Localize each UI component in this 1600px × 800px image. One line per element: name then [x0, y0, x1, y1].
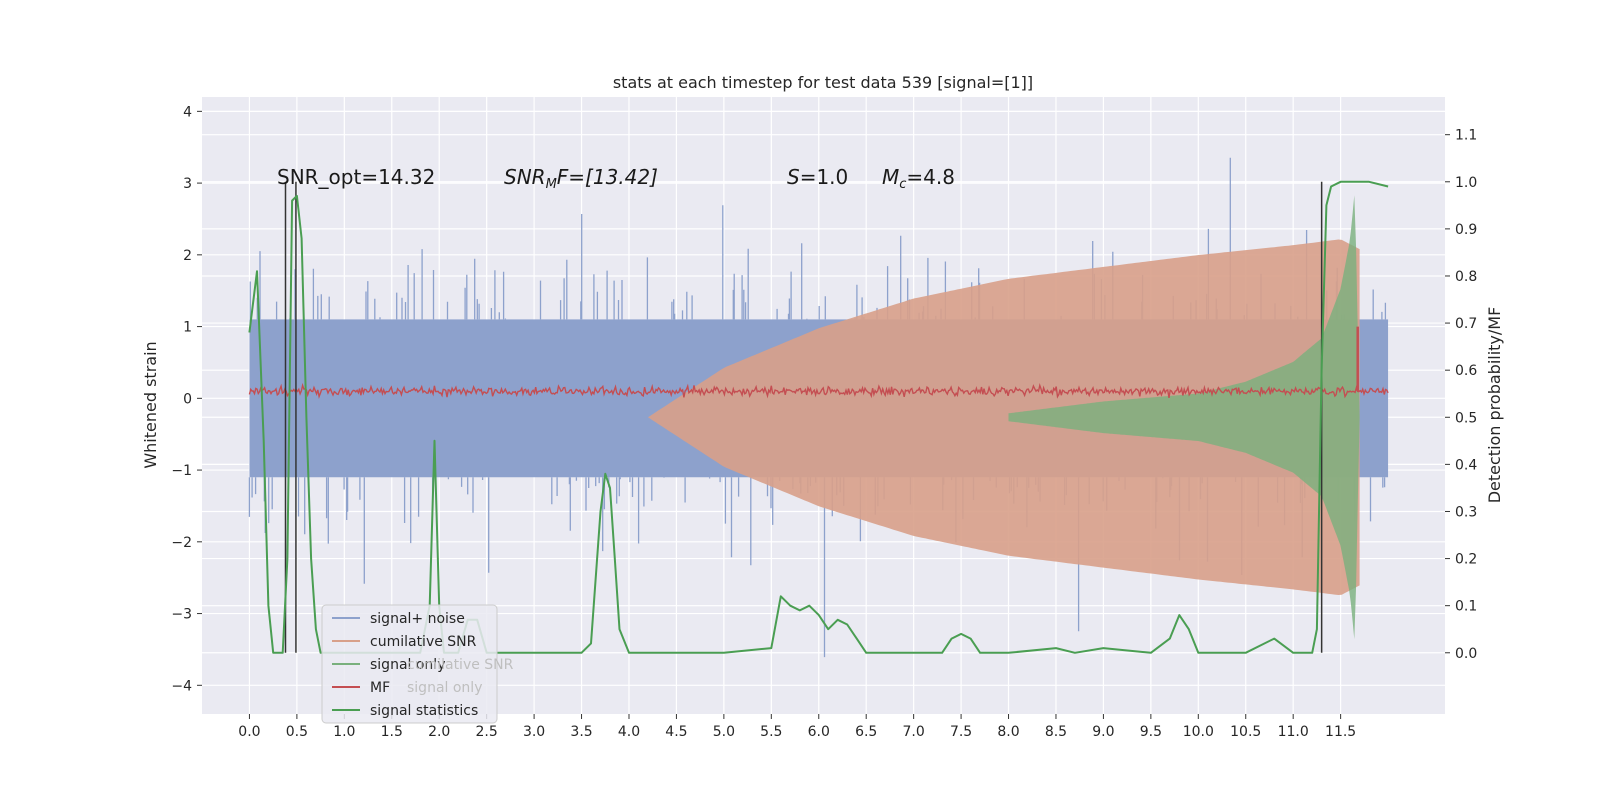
y-right-tick-label: 1.0 [1455, 175, 1477, 191]
x-tick-label: 7.0 [903, 724, 925, 740]
x-tick-label: 5.0 [713, 724, 735, 740]
annotation-s: S=1.0 [787, 165, 848, 189]
x-tick-label: 0.0 [238, 724, 260, 740]
x-tick-label: 10.5 [1230, 724, 1261, 740]
annotations: SNR_opt=14.32 SNRMF=[13.42] S=1.0 Mc=4.8 [277, 165, 955, 192]
x-tick-label: 9.5 [1140, 724, 1162, 740]
annotation-snr-mf: SNRMF=[13.42] [504, 165, 658, 192]
y-left-tick-label: 3 [183, 176, 192, 192]
signal-only-series [1008, 195, 1360, 640]
y-left-axis-ticks: 4 3 2 1 0 −1 −2 −3 −4 [171, 104, 202, 694]
y-right-tick-label: 0.2 [1455, 552, 1477, 568]
y-right-tick-label: 0.7 [1455, 316, 1477, 332]
y-right-axis-label: Detection probability/MF [1485, 307, 1504, 504]
annotation-snr-opt: SNR_opt=14.32 [277, 165, 435, 189]
x-axis-ticks: 0.0 0.5 1.0 1.5 2.0 2.5 3.0 3.5 4.0 4.5 5.0 5.5 6.0 6… [238, 714, 1356, 740]
y-right-tick-label: 0.8 [1455, 269, 1477, 285]
y-right-tick-label: 0.5 [1455, 410, 1477, 426]
legend-ghost-label: cumilative SNR [407, 657, 514, 673]
x-tick-label: 4.0 [618, 724, 640, 740]
y-left-tick-label: −3 [171, 607, 192, 623]
legend-box [321, 604, 498, 724]
y-left-tick-label: −4 [171, 678, 192, 694]
x-tick-label: 8.0 [997, 724, 1019, 740]
y-left-axis-label: Whitened strain [141, 341, 160, 468]
legend-label: signal statistics [370, 703, 478, 719]
x-tick-label: 3.5 [570, 724, 592, 740]
cumulative-snr-series [648, 239, 1360, 595]
y-right-tick-label: 0.3 [1455, 504, 1477, 520]
y-right-tick-label: 0.1 [1455, 599, 1477, 615]
y-left-tick-label: 1 [183, 320, 192, 336]
annotation-mc: Mc=4.8 [882, 165, 955, 192]
y-left-tick-label: 0 [183, 391, 192, 407]
x-tick-label: 7.5 [950, 724, 972, 740]
x-tick-label: 3.0 [523, 724, 545, 740]
x-tick-label: 2.0 [428, 724, 450, 740]
x-tick-label: 8.5 [1045, 724, 1067, 740]
x-tick-label: 6.5 [855, 724, 877, 740]
legend-label: cumilative SNR [370, 634, 477, 650]
legend-label: signal+ noise [370, 611, 465, 627]
y-right-tick-label: 0.9 [1455, 222, 1477, 238]
x-tick-label: 10.0 [1183, 724, 1214, 740]
x-tick-label: 6.0 [808, 724, 830, 740]
signal-statistics-series [248, 180, 1389, 654]
cumilative-SNR-envelope [648, 239, 1360, 595]
y-left-tick-label: 4 [183, 104, 192, 120]
x-tick-label: 1.0 [333, 724, 355, 740]
mf-trace [248, 382, 1389, 400]
y-right-tick-label: 0.6 [1455, 363, 1477, 379]
x-tick-label: 2.5 [476, 724, 498, 740]
y-left-tick-label: −2 [171, 535, 192, 551]
y-right-tick-label: 1.1 [1455, 128, 1477, 144]
x-tick-label: 9.0 [1092, 724, 1114, 740]
x-tick-label: 0.5 [286, 724, 308, 740]
y-right-tick-label: 0.4 [1455, 457, 1477, 473]
signal-statistics-line [248, 180, 1389, 654]
legend-ghost-label: signal only [407, 680, 482, 696]
legend-label: MF [370, 680, 390, 696]
y-left-tick-label: 2 [183, 248, 192, 264]
x-tick-label: 11.5 [1325, 724, 1356, 740]
x-tick-label: 11.0 [1278, 724, 1309, 740]
y-right-axis-ticks: 1.1 1.0 0.9 0.8 0.7 0.6 0.5 0.4 0.3 0.2 0.1 0.0 [1445, 128, 1477, 662]
y-left-tick-label: −1 [171, 463, 192, 479]
mf-series [248, 326, 1389, 400]
x-tick-label: 1.5 [381, 724, 403, 740]
legend-label: signal only [370, 657, 445, 673]
x-tick-label: 4.5 [665, 724, 687, 740]
x-tick-label: 5.5 [760, 724, 782, 740]
chart-title: stats at each timestep for test data 539… [613, 73, 1033, 92]
signal-only-envelope [1008, 195, 1360, 640]
y-right-tick-label: 0.0 [1455, 646, 1477, 662]
